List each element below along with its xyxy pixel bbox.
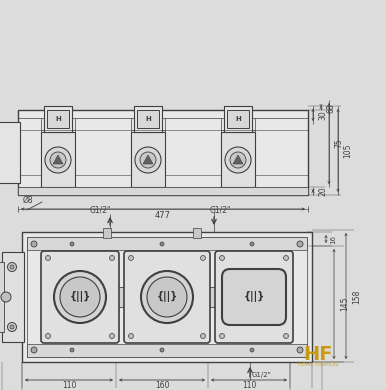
Text: {||}: {||} [244, 291, 265, 303]
Bar [47, 110, 69, 128]
Circle shape [110, 255, 115, 261]
Circle shape [70, 348, 74, 352]
Circle shape [160, 242, 164, 246]
FancyBboxPatch shape [215, 251, 293, 343]
Text: {||}: {||} [69, 291, 91, 303]
Circle shape [147, 277, 187, 317]
Circle shape [7, 262, 17, 271]
Circle shape [297, 347, 303, 353]
Circle shape [220, 255, 225, 261]
Bar [0, 262, 4, 332]
FancyBboxPatch shape [124, 251, 210, 343]
FancyBboxPatch shape [222, 269, 286, 325]
Circle shape [297, 241, 303, 247]
Circle shape [140, 152, 156, 168]
Bar [131, 132, 165, 187]
Circle shape [200, 333, 205, 339]
Bar [134, 106, 162, 132]
Bar [27, 237, 307, 357]
Bar [221, 132, 255, 187]
Bar [227, 110, 249, 128]
Bar [41, 132, 75, 187]
Text: 158: 158 [352, 290, 361, 304]
Bar [224, 106, 252, 132]
Text: 20: 20 [318, 186, 327, 196]
Bar [18, 187, 308, 195]
Circle shape [50, 152, 66, 168]
Text: 75: 75 [334, 138, 343, 148]
Circle shape [7, 323, 17, 332]
Circle shape [110, 333, 115, 339]
Text: H: H [55, 116, 61, 122]
Polygon shape [233, 155, 243, 164]
Bar [209, 287, 220, 307]
Circle shape [283, 333, 288, 339]
Polygon shape [143, 155, 153, 164]
Text: {||}: {||} [156, 291, 178, 303]
Bar [103, 228, 111, 238]
Text: 477: 477 [155, 211, 171, 220]
Bar [18, 110, 308, 195]
Bar [22, 232, 312, 362]
Text: 30: 30 [318, 110, 327, 120]
Bar [193, 228, 201, 238]
Circle shape [60, 277, 100, 317]
Text: 110: 110 [62, 381, 76, 390]
Circle shape [225, 147, 251, 173]
Circle shape [250, 242, 254, 246]
Bar [27, 344, 307, 357]
Circle shape [45, 147, 71, 173]
FancyBboxPatch shape [41, 251, 119, 343]
Text: HF: HF [303, 344, 333, 363]
Bar [44, 106, 72, 132]
Circle shape [135, 147, 161, 173]
Bar [2, 252, 24, 342]
Circle shape [1, 292, 11, 302]
Polygon shape [53, 155, 63, 164]
Circle shape [129, 255, 134, 261]
Circle shape [129, 333, 134, 339]
Text: G1/2": G1/2" [210, 206, 232, 214]
Circle shape [46, 333, 51, 339]
Text: G1/2": G1/2" [90, 206, 112, 214]
Bar [137, 110, 159, 128]
Circle shape [141, 271, 193, 323]
Circle shape [220, 333, 225, 339]
Circle shape [230, 152, 246, 168]
Bar [118, 287, 129, 307]
Text: H: H [145, 116, 151, 122]
Text: 105: 105 [343, 143, 352, 158]
Text: 68: 68 [326, 103, 335, 113]
Circle shape [46, 255, 51, 261]
Circle shape [10, 265, 14, 269]
Circle shape [31, 241, 37, 247]
Text: G1/2": G1/2" [252, 372, 272, 378]
Text: Ø8: Ø8 [23, 195, 34, 204]
Circle shape [31, 347, 37, 353]
Circle shape [70, 242, 74, 246]
Circle shape [200, 255, 205, 261]
Bar [27, 237, 307, 250]
Circle shape [10, 325, 14, 329]
Text: 110: 110 [242, 381, 256, 390]
Circle shape [250, 348, 254, 352]
Circle shape [160, 348, 164, 352]
Text: H: H [235, 116, 241, 122]
Text: 145: 145 [340, 297, 349, 311]
Circle shape [54, 271, 106, 323]
Text: 160: 160 [155, 381, 169, 390]
Text: 16: 16 [330, 234, 336, 243]
Bar [0, 122, 20, 183]
Circle shape [283, 255, 288, 261]
Text: HOME FASHION: HOME FASHION [298, 362, 338, 367]
